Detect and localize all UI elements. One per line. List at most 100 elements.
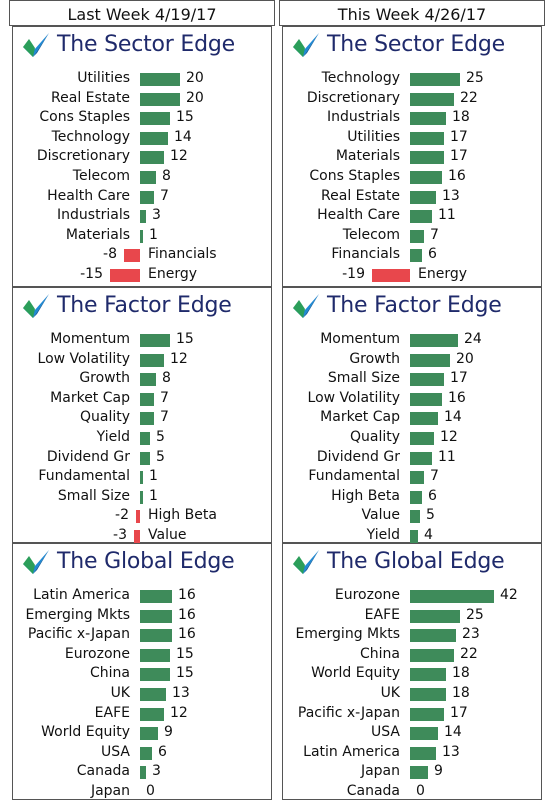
value-label: 23 [462,626,480,643]
bar-row: Eurozone 42 [283,586,541,605]
bar-row: Growth 8 [13,369,271,388]
bar [140,471,143,485]
value-label: 17 [450,128,468,145]
category-label: Eurozone [64,645,130,662]
bar [140,727,158,741]
category-label: Utilities [347,128,400,145]
bar-row: Japan 9 [283,762,541,781]
checkmark-logo-icon [21,31,51,61]
value-label: 16 [178,626,196,643]
bar [410,668,446,682]
bar-row: Canada 3 [13,762,271,781]
bar-row: Small Size 17 [283,369,541,388]
value-label: 5 [426,507,435,524]
bar-row: China 22 [283,645,541,664]
value-label: 13 [442,187,460,204]
bar [410,471,424,485]
bar-row: Materials 1 [13,226,271,245]
bar [140,590,172,603]
category-label: Eurozone [334,587,400,603]
bar [140,490,143,504]
value-label: 12 [440,429,458,445]
bar-row: Health Care 11 [283,206,541,225]
bar-row: Discretionary 22 [283,89,541,108]
bar [410,353,450,367]
category-label: Fundamental [38,468,130,485]
category-label: Discretionary [36,148,130,165]
bar [410,451,432,465]
value-label: 42 [500,587,518,603]
checkmark-logo-icon [21,548,51,578]
value-label: 25 [466,606,484,623]
category-label: Pacific x-Japan [297,704,400,721]
bar-row: Market Cap 7 [13,389,271,408]
bar [124,249,140,263]
category-label: Utilities [77,70,130,86]
value-label: 9 [164,724,173,741]
category-label: UK [380,685,400,701]
category-label: USA [101,743,130,760]
bar [140,688,166,701]
category-label: Financials [148,246,217,263]
bar [410,490,422,504]
value-label: 25 [466,70,484,86]
category-label: Health Care [317,207,400,224]
bar-row: Dividend Gr 5 [13,448,271,467]
bar [140,373,156,387]
category-label: Industrials [57,207,130,224]
bar-row: Market Cap 14 [283,408,541,427]
category-label: Cons Staples [309,168,400,184]
value-label: 1 [149,226,158,243]
bar [410,609,460,623]
bar [410,432,434,445]
panel-title: The Factor Edge [57,293,232,318]
bar-row: Discretionary 12 [13,147,271,166]
bar-row: Telecom 8 [13,167,271,186]
bar [410,112,446,126]
bar [410,73,460,86]
bar-row: Yield 4 [283,526,541,545]
value-label: 14 [444,409,462,426]
value-label: 12 [170,148,188,165]
bar [410,92,454,106]
bar [140,353,164,367]
value-label: -19 [342,266,365,282]
bar [110,269,140,282]
value-label: 5 [156,429,165,445]
category-label: Growth [349,350,400,367]
value-label: 0 [416,783,425,799]
bar-row: Industrials 3 [13,206,271,225]
category-label: China [90,665,130,682]
bar [140,412,154,426]
panel-title: The Sector Edge [57,32,235,57]
value-label: 15 [176,645,194,662]
value-label: 11 [438,448,456,465]
bar-row: Financials -8 [13,245,271,264]
bar-row: High Beta -2 [13,506,271,525]
bar [140,392,154,406]
value-label: -8 [103,246,117,263]
value-label: 17 [450,148,468,165]
value-label: 3 [152,207,161,224]
value-label: 8 [162,168,171,184]
bar-row: Technology 25 [283,69,541,88]
value-label: 11 [438,207,456,224]
value-label: 15 [176,109,194,126]
value-label: 16 [178,606,196,623]
edge-panel: The Sector Edge Technology 25 Discretionary… [282,26,542,287]
category-label: Dividend Gr [316,448,400,465]
bar-row: Emerging Mkts 16 [13,606,271,625]
value-label: 18 [452,665,470,682]
category-label: Market Cap [320,409,400,426]
bar-row: World Equity 9 [13,723,271,742]
category-label: Japan [90,783,130,799]
value-label: 7 [160,389,169,406]
category-label: Value [361,507,400,524]
bar [140,112,170,126]
category-label: Technology [321,70,400,86]
bar-row: Eurozone 15 [13,645,271,664]
value-label: 6 [158,743,167,760]
category-label: Energy [418,266,468,282]
value-label: 16 [448,389,466,406]
value-label: 14 [444,724,462,741]
